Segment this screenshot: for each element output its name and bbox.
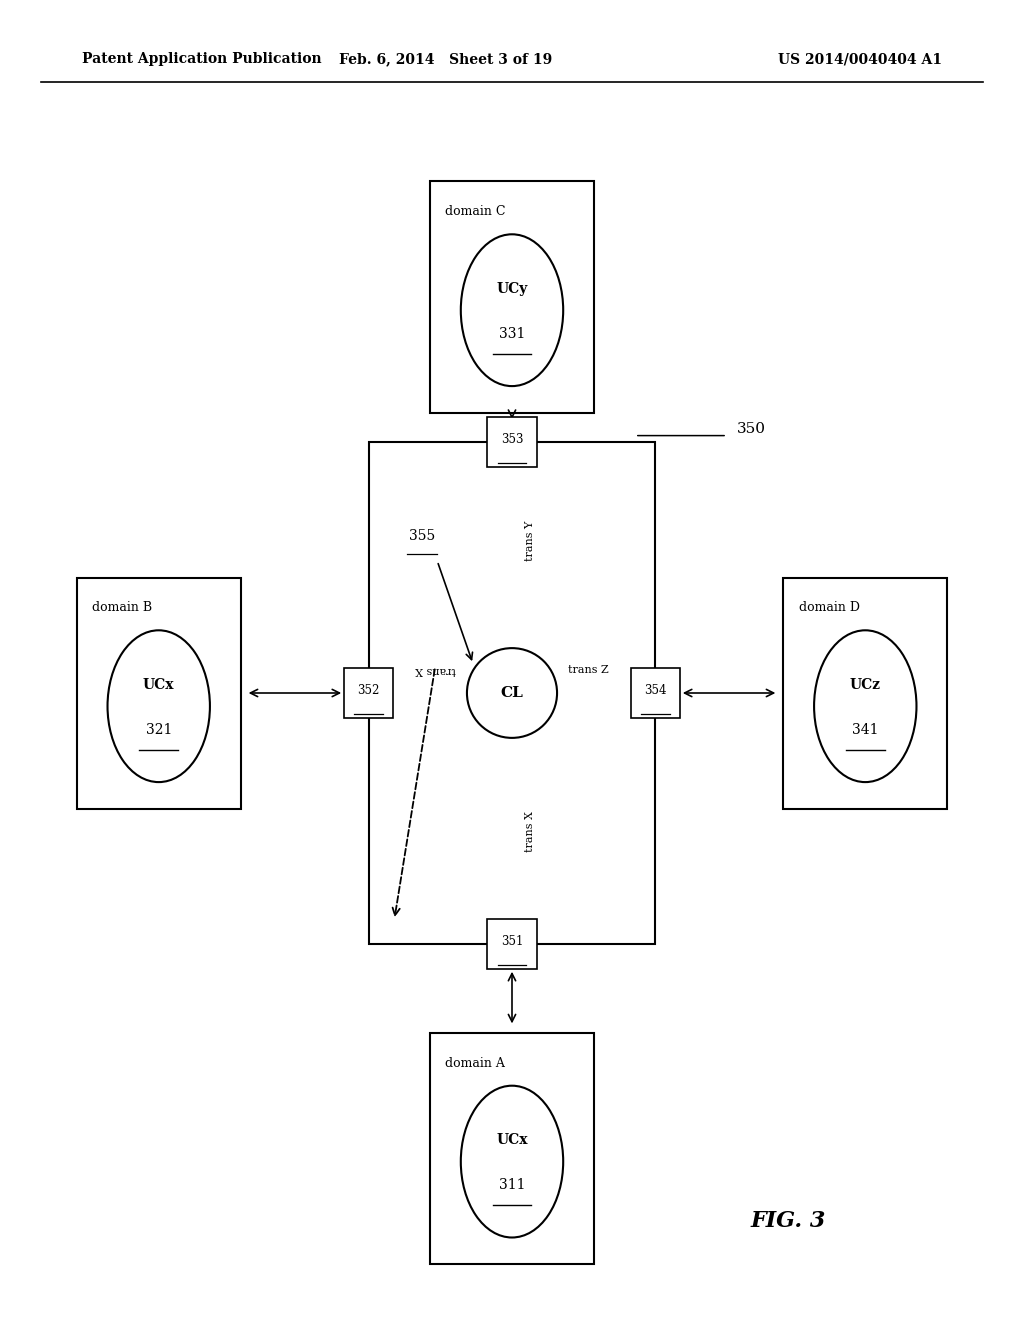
Text: trans X: trans X [415, 664, 456, 675]
Bar [783, 578, 947, 808]
Bar [487, 417, 537, 467]
Bar [631, 668, 680, 718]
Text: 350: 350 [737, 422, 766, 436]
Text: CL: CL [501, 686, 523, 700]
Text: domain A: domain A [445, 1056, 505, 1069]
Text: 355: 355 [409, 529, 435, 543]
Text: 321: 321 [145, 723, 172, 737]
Text: 354: 354 [644, 684, 667, 697]
Text: US 2014/0040404 A1: US 2014/0040404 A1 [778, 53, 942, 66]
Text: 331: 331 [499, 327, 525, 341]
Text: UCy: UCy [497, 282, 527, 296]
Bar [77, 578, 241, 808]
Text: FIG. 3: FIG. 3 [751, 1210, 826, 1232]
Bar [430, 181, 594, 412]
Text: trans Y: trans Y [525, 521, 536, 561]
Ellipse shape [461, 1085, 563, 1238]
Ellipse shape [467, 648, 557, 738]
Text: 341: 341 [852, 723, 879, 737]
Bar [430, 1032, 594, 1265]
Text: UCz: UCz [850, 678, 881, 692]
Text: 311: 311 [499, 1179, 525, 1192]
Text: 352: 352 [357, 684, 380, 697]
Text: Patent Application Publication: Patent Application Publication [82, 53, 322, 66]
Text: domain D: domain D [799, 602, 860, 614]
Bar [344, 668, 393, 718]
Text: trans X: trans X [525, 812, 536, 851]
Ellipse shape [108, 631, 210, 781]
Ellipse shape [814, 631, 916, 781]
Text: 353: 353 [501, 433, 523, 446]
Text: domain B: domain B [92, 602, 153, 614]
Bar [369, 442, 655, 944]
Text: UCx: UCx [143, 678, 174, 692]
Ellipse shape [461, 235, 563, 385]
Text: UCx: UCx [497, 1134, 527, 1147]
Text: trans Z: trans Z [568, 664, 609, 675]
Text: 351: 351 [501, 935, 523, 948]
Text: Feb. 6, 2014   Sheet 3 of 19: Feb. 6, 2014 Sheet 3 of 19 [339, 53, 552, 66]
Bar [487, 919, 537, 969]
Text: domain C: domain C [445, 205, 506, 218]
